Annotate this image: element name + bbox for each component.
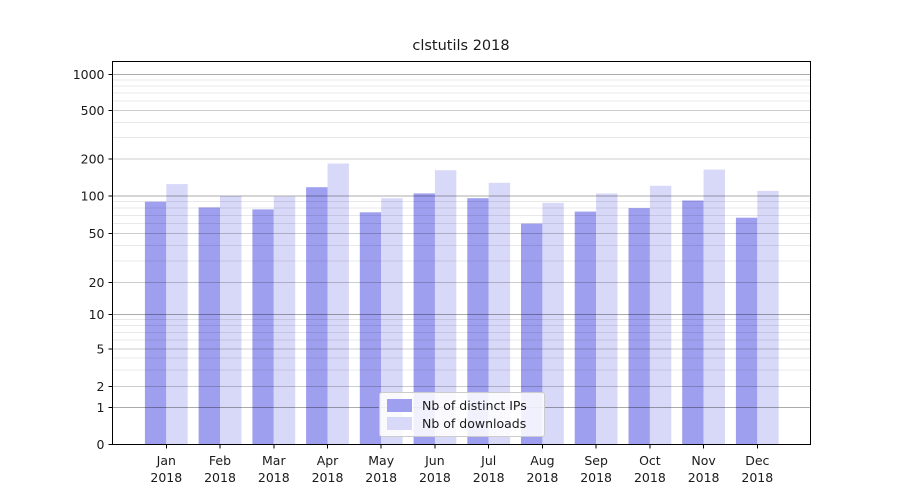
- y-tick-label-10: 10: [89, 307, 105, 322]
- chart-title: clstutils 2018: [412, 38, 510, 54]
- bar-s1-sep: [596, 193, 618, 445]
- x-tick-label-year-dec: 2018: [741, 470, 773, 485]
- x-tick-label-mar: Mar: [262, 453, 286, 468]
- x-tick-label-jun: Jun: [424, 453, 445, 468]
- x-tick-label-year-jan: 2018: [150, 470, 182, 485]
- bar-s1-mar: [273, 196, 296, 445]
- legend-label-distinct-ips: Nb of distinct IPs: [422, 398, 527, 413]
- plot-border: [112, 61, 811, 445]
- x-tick-label-oct: Oct: [639, 453, 661, 468]
- bar-s0-sep: [574, 211, 597, 445]
- x-tick-label-year-sep: 2018: [580, 470, 612, 485]
- x-tick-label-year-jul: 2018: [473, 470, 505, 485]
- x-tick-label-may: May: [368, 453, 394, 468]
- x-tick-label-jul: Jul: [480, 453, 496, 468]
- x-tick-label-jan: Jan: [156, 453, 176, 468]
- bar-s1-dec: [757, 190, 779, 445]
- legend: Nb of distinct IPs Nb of downloads: [379, 392, 545, 437]
- legend-item-downloads: Nb of downloads: [387, 416, 544, 431]
- x-tick-label-apr: Apr: [317, 453, 339, 468]
- legend-label-downloads: Nb of downloads: [422, 416, 527, 431]
- y-tick-label-2: 2: [97, 379, 105, 394]
- bar-s0-feb: [198, 207, 220, 445]
- y-tick-label-500: 500: [81, 103, 105, 118]
- y-tick-label-50: 50: [89, 226, 105, 241]
- bar-s1-oct: [649, 185, 672, 445]
- legend-swatch-downloads: [387, 417, 412, 430]
- bar-s1-aug: [542, 202, 564, 445]
- bar-s1-feb: [220, 196, 242, 445]
- x-tick-label-year-feb: 2018: [204, 470, 236, 485]
- legend-swatch-distinct-ips: [387, 399, 412, 412]
- x-tick-label-feb: Feb: [209, 453, 231, 468]
- bar-s0-nov: [682, 200, 704, 445]
- y-tick-label-5: 5: [97, 342, 105, 357]
- bar-s0-may: [359, 212, 382, 445]
- x-tick-label-year-aug: 2018: [526, 470, 558, 485]
- bar-s0-dec: [735, 217, 758, 445]
- bar-s1-jun: [434, 170, 457, 445]
- y-tick-label-1: 1: [97, 400, 105, 415]
- x-tick-label-aug: Aug: [530, 453, 554, 468]
- bar-s0-mar: [252, 209, 274, 445]
- y-tick-label-100: 100: [81, 189, 105, 204]
- x-tick-label-year-oct: 2018: [634, 470, 666, 485]
- bar-s0-jun: [413, 193, 435, 445]
- x-tick-label-year-apr: 2018: [312, 470, 344, 485]
- bar-s0-aug: [521, 223, 543, 445]
- bar-s1-jan: [166, 184, 188, 445]
- bar-s1-nov: [703, 169, 725, 445]
- x-tick-label-year-mar: 2018: [258, 470, 290, 485]
- bar-s1-jul: [488, 182, 511, 445]
- x-tick-label-nov: Nov: [691, 453, 716, 468]
- bar-s0-oct: [628, 208, 650, 445]
- bar-s1-may: [381, 198, 403, 445]
- x-tick-label-year-jun: 2018: [419, 470, 451, 485]
- legend-item-distinct-ips: Nb of distinct IPs: [387, 398, 544, 413]
- bar-s0-jul: [467, 198, 489, 445]
- bar-s0-jan: [144, 201, 167, 445]
- y-tick-label-200: 200: [81, 152, 105, 167]
- bar-s0-apr: [306, 187, 328, 445]
- x-tick-label-dec: Dec: [745, 453, 769, 468]
- x-tick-label-year-nov: 2018: [688, 470, 720, 485]
- y-tick-label-20: 20: [89, 275, 105, 290]
- y-tick-label-1000: 1000: [73, 67, 105, 82]
- x-tick-label-sep: Sep: [584, 453, 608, 468]
- y-tick-label-0: 0: [97, 437, 105, 452]
- bar-s1-apr: [327, 163, 349, 445]
- x-tick-label-year-may: 2018: [365, 470, 397, 485]
